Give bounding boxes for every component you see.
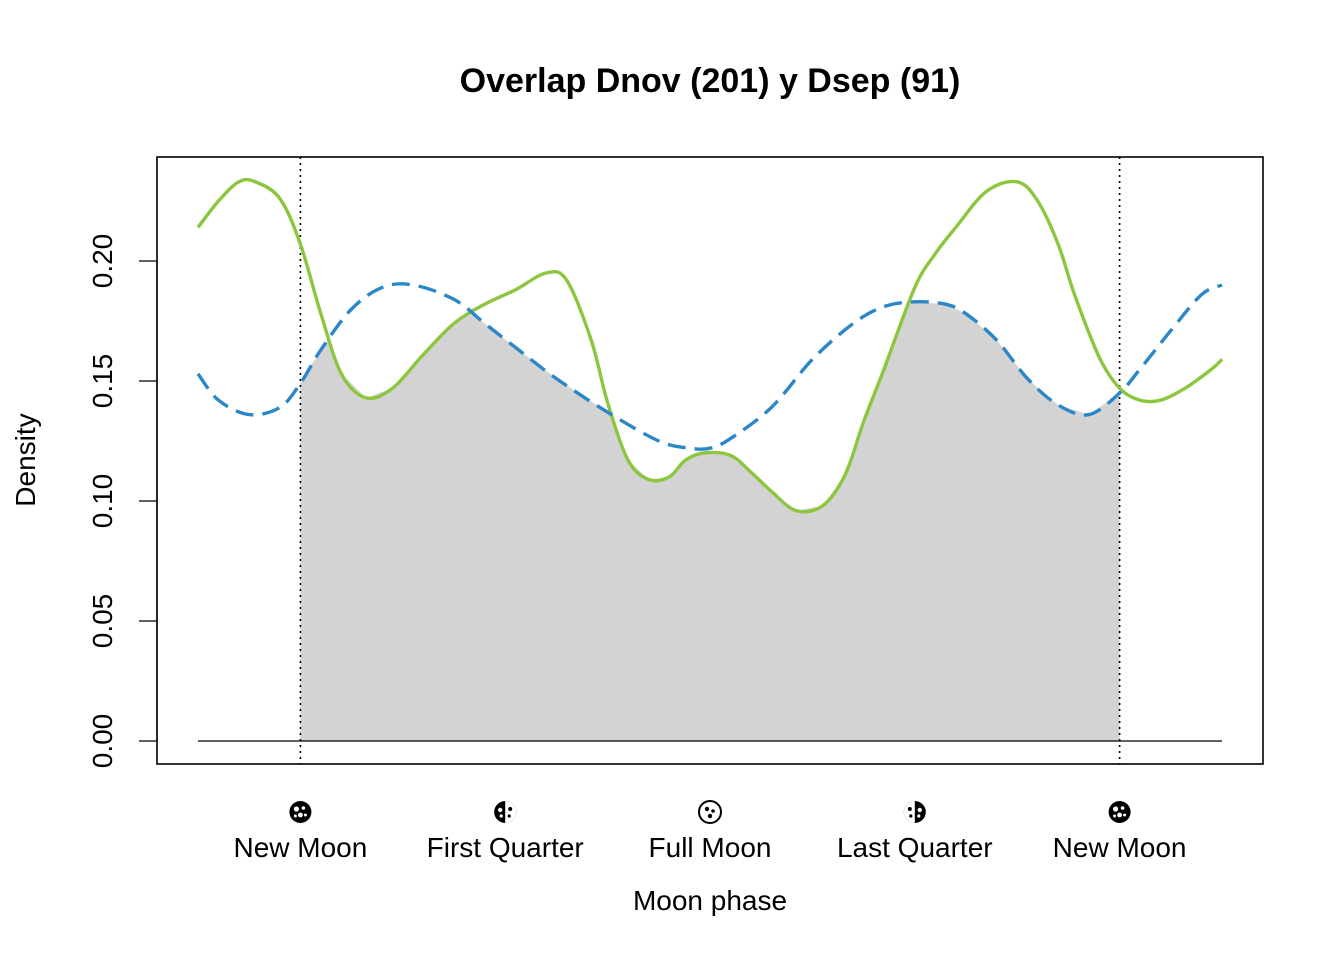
y-axis-label: Density xyxy=(10,413,41,506)
x-tick-label: First Quarter xyxy=(427,832,584,863)
x-tick-label: New Moon xyxy=(1053,832,1187,863)
overlap-area xyxy=(300,301,1120,741)
chart-title: Overlap Dnov (201) y Dsep (91) xyxy=(460,62,961,100)
moon-first-quarter-icon xyxy=(494,801,517,823)
x-tick-label: Full Moon xyxy=(649,832,772,863)
x-axis-label: Moon phase xyxy=(633,885,787,916)
overlap-layer xyxy=(300,301,1120,741)
moon-new-icon xyxy=(1108,801,1131,823)
x-axis: New Moon First Quarter Full Moon Last Quart… xyxy=(233,800,1187,863)
y-tick-label: 0.15 xyxy=(87,354,118,409)
series-layer xyxy=(196,177,1224,514)
y-tick-label: 0.05 xyxy=(87,594,118,649)
moon-last-quarter-icon xyxy=(903,801,926,823)
phase-boundary-lines xyxy=(299,157,1121,764)
series-line-solid xyxy=(196,177,1224,514)
x-tick-label: New Moon xyxy=(233,832,367,863)
moon-new-icon xyxy=(289,801,312,823)
y-tick-label: 0.10 xyxy=(87,474,118,529)
x-tick-label: Last Quarter xyxy=(837,832,993,863)
series-line-dashed xyxy=(196,282,1223,451)
y-tick-label: 0.20 xyxy=(87,234,118,289)
moon-full-icon xyxy=(698,800,722,824)
y-axis: 0.00 0.05 0.10 0.15 0.20 xyxy=(87,234,158,769)
y-tick-label: 0.00 xyxy=(87,714,118,769)
